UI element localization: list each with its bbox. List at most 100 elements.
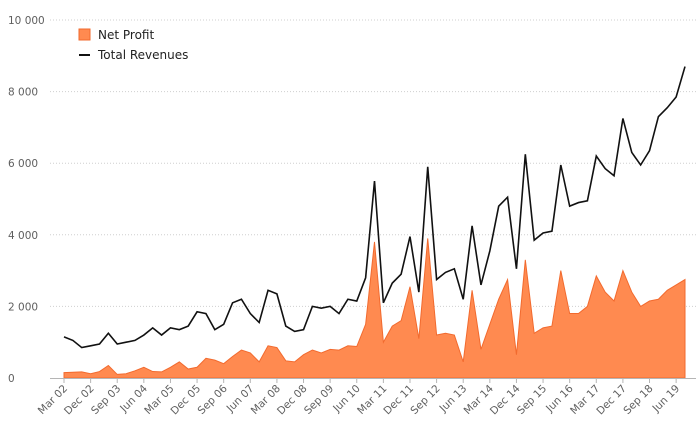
total-revenues-line-layer (63, 66, 686, 349)
total-revenues-point (400, 273, 402, 275)
net-profit-point (675, 284, 677, 286)
total-revenues-point (178, 328, 180, 330)
total-revenues-point (595, 155, 597, 157)
total-revenues-point (81, 346, 83, 348)
total-revenues-point (444, 271, 446, 273)
total-revenues-point (293, 330, 295, 332)
total-revenues-point (98, 343, 100, 345)
total-revenues-point (160, 334, 162, 336)
total-revenues-point (89, 345, 91, 347)
net-profit-point (613, 300, 615, 302)
net-profit-point (400, 320, 402, 322)
net-profit-point (498, 298, 500, 300)
net-profit-point (107, 364, 109, 366)
net-profit-point (356, 345, 358, 347)
net-profit-point (214, 359, 216, 361)
total-revenues-line (63, 66, 686, 349)
net-profit-point (435, 334, 437, 336)
total-revenues-point (560, 164, 562, 166)
net-profit-point (471, 289, 473, 291)
total-revenues-point (648, 149, 650, 151)
total-revenues-point (524, 153, 526, 155)
net-profit-point (125, 373, 127, 375)
net-profit-point (249, 352, 251, 354)
net-profit-area-layer (63, 238, 686, 379)
net-profit-point (604, 291, 606, 293)
total-revenues-point (427, 166, 429, 168)
net-profit-point (427, 237, 429, 239)
net-profit-point (169, 366, 171, 368)
net-profit-point (622, 269, 624, 271)
net-profit-point (89, 373, 91, 375)
net-profit-point (631, 291, 633, 293)
net-profit-point (276, 346, 278, 348)
legend-swatch-net-profit (78, 28, 91, 41)
net-profit-point (347, 345, 349, 347)
net-profit-point (542, 327, 544, 329)
total-revenues-point (684, 65, 686, 67)
net-profit-point (240, 349, 242, 351)
total-revenues-point (515, 268, 517, 270)
net-profit-point (586, 305, 588, 307)
total-revenues-point (107, 332, 109, 334)
total-revenues-point (116, 343, 118, 345)
legend-label-net-profit: Net Profit (98, 28, 154, 42)
net-profit-point (515, 354, 517, 356)
total-revenues-point (391, 282, 393, 284)
total-revenues-point (240, 298, 242, 300)
y-tick-label: 6 000 (8, 158, 38, 170)
net-profit-point (72, 371, 74, 373)
total-revenues-point (338, 312, 340, 314)
net-profit-point (293, 361, 295, 363)
total-revenues-point (258, 321, 260, 323)
total-revenues-point (276, 293, 278, 295)
net-profit-point (285, 360, 287, 362)
total-revenues-point (631, 151, 633, 153)
total-revenues-point (302, 328, 304, 330)
total-revenues-point (249, 312, 251, 314)
net-profit-point (134, 370, 136, 372)
net-profit-point (302, 354, 304, 356)
y-tick-label: 2 000 (8, 301, 38, 313)
total-revenues-point (613, 175, 615, 177)
net-profit-point (222, 362, 224, 364)
net-profit-point (684, 278, 686, 280)
total-revenues-point (320, 307, 322, 309)
net-profit-point (205, 357, 207, 359)
net-profit-point (267, 345, 269, 347)
net-profit-area (63, 238, 686, 379)
net-profit-point (524, 259, 526, 261)
total-revenues-point (480, 284, 482, 286)
total-revenues-point (72, 339, 74, 341)
legend-label-total-revenues: Total Revenues (97, 48, 188, 62)
net-profit-point (533, 332, 535, 334)
total-revenues-point (329, 305, 331, 307)
net-profit-point (160, 371, 162, 373)
total-revenues-point (453, 268, 455, 270)
total-revenues-point (471, 225, 473, 227)
net-profit-point (648, 300, 650, 302)
y-tick-label: 0 (8, 373, 15, 385)
net-profit-point (187, 368, 189, 370)
total-revenues-point (231, 302, 233, 304)
net-profit-point (577, 312, 579, 314)
x-tick-label: Sep 03 (89, 383, 123, 417)
y-tick-label: 4 000 (8, 230, 38, 242)
net-profit-point (480, 348, 482, 350)
net-profit-point (391, 325, 393, 327)
total-revenues-point (489, 250, 491, 252)
net-profit-point (453, 334, 455, 336)
x-tick-label: Sep 09 (302, 383, 336, 417)
total-revenues-point (373, 180, 375, 182)
total-revenues-point (63, 336, 65, 338)
total-revenues-point (542, 232, 544, 234)
net-profit-point (444, 332, 446, 334)
net-profit-point (98, 370, 100, 372)
total-revenues-point (205, 312, 207, 314)
total-revenues-point (152, 327, 154, 329)
x-tick-label: Sep 12 (408, 383, 442, 417)
total-revenues-point (551, 230, 553, 232)
total-revenues-point (143, 334, 145, 336)
